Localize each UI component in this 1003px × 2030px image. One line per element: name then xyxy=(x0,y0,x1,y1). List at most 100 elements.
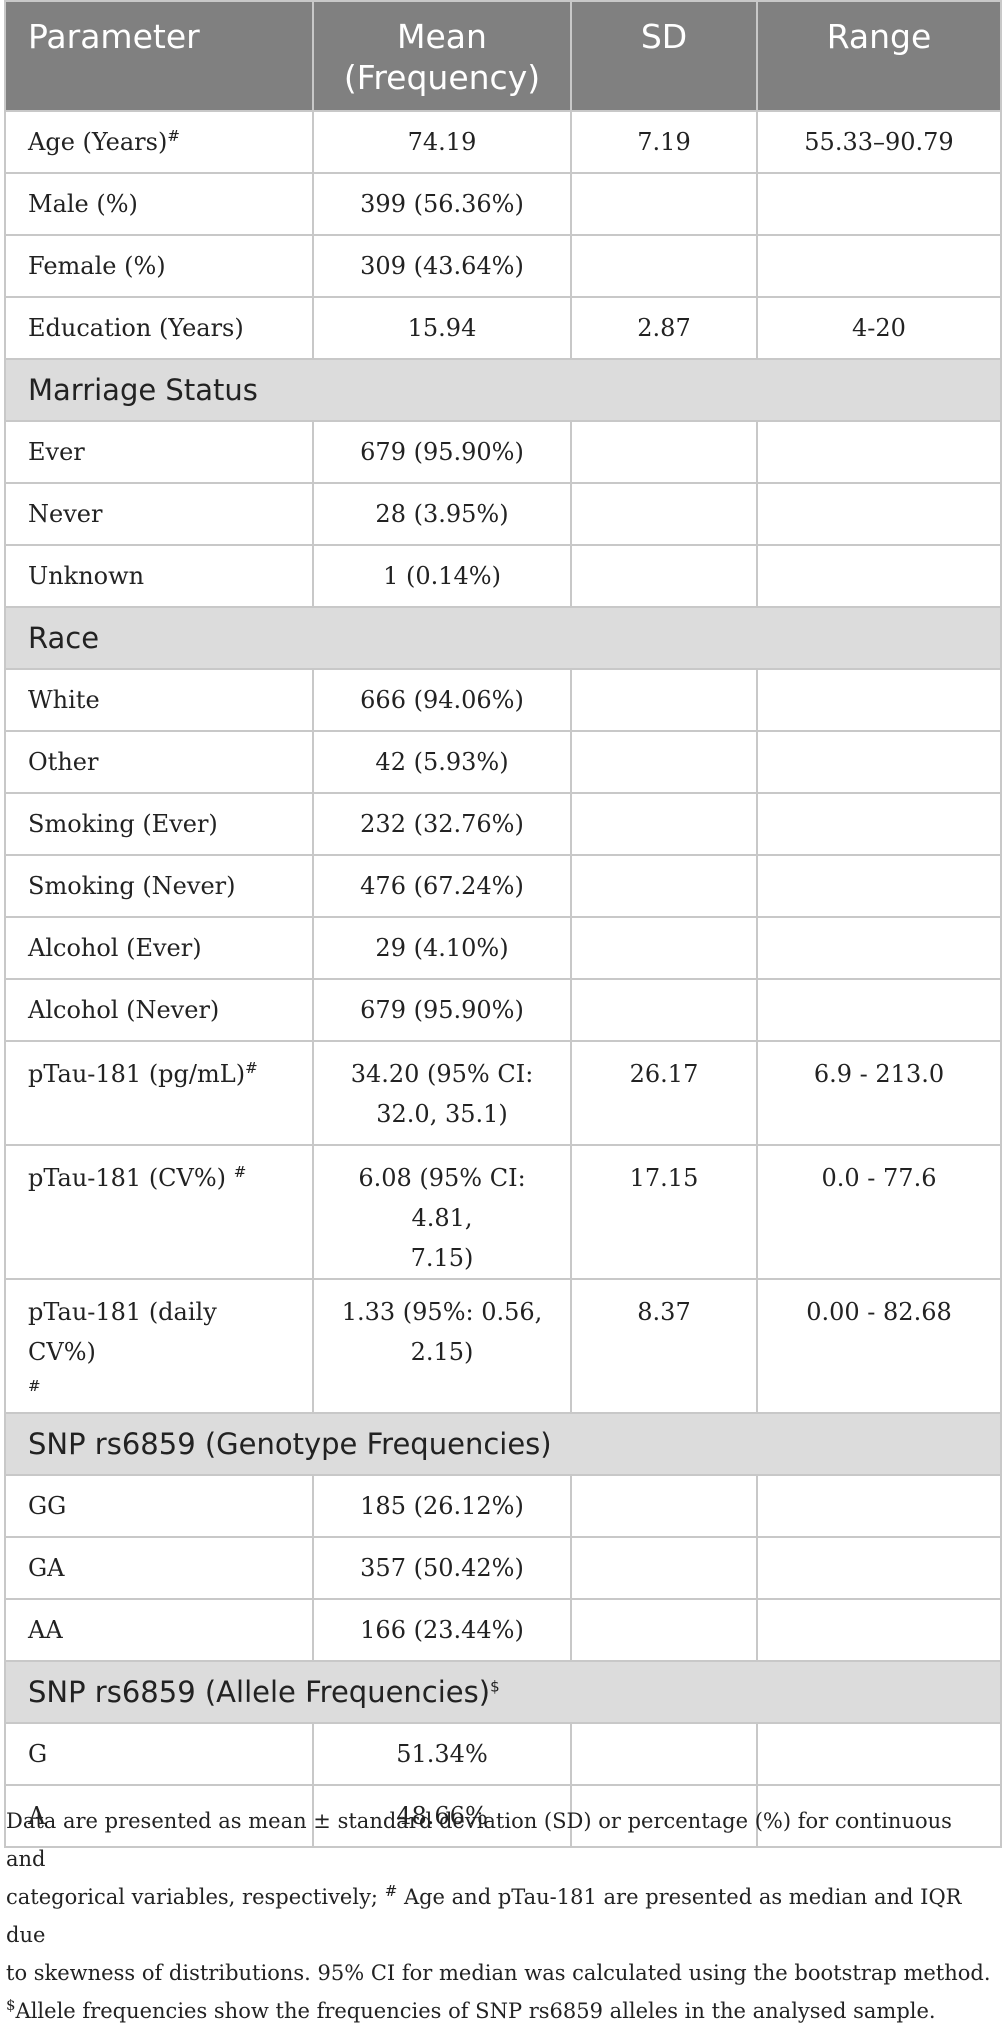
mean-cell: 232 (32.76%) xyxy=(312,792,572,856)
range-cell xyxy=(756,234,1002,298)
demographics-table: Parameter Mean (Frequency) SD Range Age … xyxy=(4,0,1002,1848)
section-title: Race xyxy=(4,606,1002,670)
footnote-mark: $ xyxy=(6,1996,16,2014)
table-row: pTau-181 (pg/mL)# 34.20 (95% CI: 32.0, 35… xyxy=(4,1040,1002,1146)
mean-line1: 34.20 (95% CI: xyxy=(350,1060,534,1088)
section-title: SNP rs6859 (Genotype Frequencies) xyxy=(4,1412,1002,1476)
row-label: Female (%) xyxy=(4,234,314,298)
footnote-text: Age and pTau-181 are presented as median… xyxy=(6,1885,962,1947)
range-cell xyxy=(756,854,1002,918)
sd-cell xyxy=(570,916,758,980)
sd-cell xyxy=(570,1474,758,1538)
mean-cell: 1.33 (95%: 0.56, 2.15) xyxy=(312,1278,572,1414)
row-label: Ever xyxy=(4,420,314,484)
row-label: Smoking (Never) xyxy=(4,854,314,918)
mean-line2: 7.15) xyxy=(410,1244,474,1272)
table-row: Alcohol (Never) 679 (95.90%) xyxy=(4,978,1002,1042)
sd-cell: 7.19 xyxy=(570,110,758,174)
range-cell xyxy=(756,482,1002,546)
mean-line1: 1.33 (95%: 0.56, xyxy=(341,1298,543,1326)
footnote-mark: # xyxy=(28,1377,41,1395)
sd-cell xyxy=(570,1536,758,1600)
table-container: Parameter Mean (Frequency) SD Range Age … xyxy=(4,0,1002,1848)
label-text: pTau-181 (CV%) xyxy=(28,1164,234,1192)
row-label: Male (%) xyxy=(4,172,314,236)
table-row: Female (%) 309 (43.64%) xyxy=(4,234,1002,298)
section-title: Marriage Status xyxy=(4,358,1002,422)
mean-line1: 6.08 (95% CI: 4.81, xyxy=(358,1164,526,1232)
range-cell: 4-20 xyxy=(756,296,1002,360)
row-label: AA xyxy=(4,1598,314,1662)
section-row-allele: SNP rs6859 (Allele Frequencies)$ xyxy=(4,1660,1002,1724)
table-row: Age (Years)# 74.19 7.19 55.33–90.79 xyxy=(4,110,1002,174)
sd-cell xyxy=(570,234,758,298)
mean-cell: 476 (67.24%) xyxy=(312,854,572,918)
table-row: Smoking (Never) 476 (67.24%) xyxy=(4,854,1002,918)
sd-cell xyxy=(570,1598,758,1662)
sd-cell xyxy=(570,854,758,918)
table-row: AA 166 (23.44%) xyxy=(4,1598,1002,1662)
table-row: Male (%) 399 (56.36%) xyxy=(4,172,1002,236)
sd-cell: 8.37 xyxy=(570,1278,758,1414)
range-cell xyxy=(756,668,1002,732)
row-label: GG xyxy=(4,1474,314,1538)
row-label: Other xyxy=(4,730,314,794)
footnote-mark: # xyxy=(167,127,180,145)
row-label: Alcohol (Never) xyxy=(4,978,314,1042)
row-label: pTau-181 (pg/mL)# xyxy=(4,1040,314,1146)
range-cell: 6.9 - 213.0 xyxy=(756,1040,1002,1146)
table-row: GG 185 (26.12%) xyxy=(4,1474,1002,1538)
header-parameter: Parameter xyxy=(4,0,314,112)
footnote-text: Allele frequencies show the frequencies … xyxy=(15,1999,936,2023)
sd-cell: 2.87 xyxy=(570,296,758,360)
row-label: G xyxy=(4,1722,314,1786)
sd-cell xyxy=(570,730,758,794)
sd-cell xyxy=(570,544,758,608)
mean-cell: 185 (26.12%) xyxy=(312,1474,572,1538)
mean-line2: 32.0, 35.1) xyxy=(376,1100,508,1128)
mean-cell: 74.19 xyxy=(312,110,572,174)
table-row: Smoking (Ever) 232 (32.76%) xyxy=(4,792,1002,856)
sd-cell: 17.15 xyxy=(570,1144,758,1280)
sd-cell xyxy=(570,1784,758,1848)
mean-cell: 34.20 (95% CI: 32.0, 35.1) xyxy=(312,1040,572,1146)
table-row: Alcohol (Ever) 29 (4.10%) xyxy=(4,916,1002,980)
table-row: Never 28 (3.95%) xyxy=(4,482,1002,546)
range-cell xyxy=(756,1722,1002,1786)
table-row: White 666 (94.06%) xyxy=(4,668,1002,732)
header-sd: SD xyxy=(570,0,758,112)
footnote-mark: $ xyxy=(490,1677,500,1696)
footnote-line: categorical variables, respectively; # A… xyxy=(6,1878,996,1954)
sd-cell xyxy=(570,978,758,1042)
footnote-line: to skewness of distributions. 95% CI for… xyxy=(6,1961,991,1985)
label-text: Age (Years) xyxy=(28,128,168,156)
range-cell xyxy=(756,978,1002,1042)
row-label: White xyxy=(4,668,314,732)
row-label: Smoking (Ever) xyxy=(4,792,314,856)
sd-cell xyxy=(570,420,758,484)
table-row: pTau-181 (CV%) # 6.08 (95% CI: 4.81, 7.15… xyxy=(4,1144,1002,1280)
mean-cell: 29 (4.10%) xyxy=(312,916,572,980)
label-text: pTau-181 (pg/mL) xyxy=(28,1060,246,1088)
range-cell: 0.0 - 77.6 xyxy=(756,1144,1002,1280)
sd-cell: 26.17 xyxy=(570,1040,758,1146)
table-row: Other 42 (5.93%) xyxy=(4,730,1002,794)
mean-line2: 2.15) xyxy=(410,1338,474,1366)
header-mean-line2: (Frequency) xyxy=(343,58,541,97)
row-label: pTau-181 (CV%) # xyxy=(4,1144,314,1280)
sd-cell xyxy=(570,668,758,732)
sd-cell xyxy=(570,1722,758,1786)
table-row: Ever 679 (95.90%) xyxy=(4,420,1002,484)
row-label: pTau-181 (daily CV%) # xyxy=(4,1278,314,1414)
table-row: Unknown 1 (0.14%) xyxy=(4,544,1002,608)
sd-cell xyxy=(570,482,758,546)
section-row-marriage: Marriage Status xyxy=(4,358,1002,422)
range-cell xyxy=(756,1536,1002,1600)
mean-cell: 666 (94.06%) xyxy=(312,668,572,732)
range-cell: 0.00 - 82.68 xyxy=(756,1278,1002,1414)
footnote-line: $Allele frequencies show the frequencies… xyxy=(6,1992,996,2030)
range-cell: 55.33–90.79 xyxy=(756,110,1002,174)
table-row: pTau-181 (daily CV%) # 1.33 (95%: 0.56, 2.… xyxy=(4,1278,1002,1414)
footnote-mark: # xyxy=(233,1163,247,1181)
mean-cell: 679 (95.90%) xyxy=(312,420,572,484)
